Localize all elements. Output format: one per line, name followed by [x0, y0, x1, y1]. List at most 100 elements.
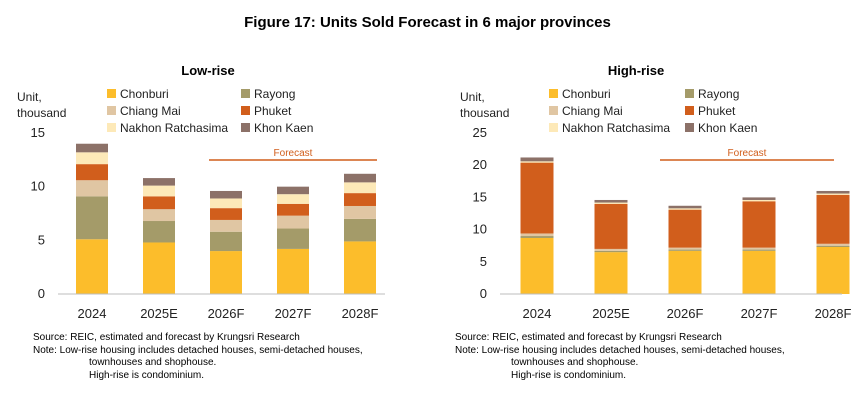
highrise-ytick-15: 15: [473, 189, 487, 204]
left-source: Source: REIC, estimated and forecast by …: [33, 332, 300, 343]
lowrise-legend-swatch-0: [107, 89, 116, 98]
lowrise-legend-swatch-1: [241, 89, 250, 98]
lowrise-bar-2024-khon-kaen: [76, 143, 108, 153]
highrise-ytick-10: 10: [473, 222, 487, 237]
highrise-bar-2027F-chiang-mai: [742, 247, 776, 250]
highrise-bar-2024-nakhon-ratchasima: [520, 161, 554, 163]
lowrise-bar-2024-chonburi: [76, 239, 108, 294]
lowrise-bar-2027F-chonburi: [277, 248, 309, 294]
highrise-xtick-2026F: 2026F: [667, 306, 704, 321]
lowrise-bar-2028F-phuket: [344, 193, 376, 206]
highrise-bar-2025E-chiang-mai: [594, 248, 628, 251]
lowrise-bar-2025E-nakhon-ratchasima: [143, 185, 175, 197]
highrise-legend-label-2: Chiang Mai: [562, 104, 623, 118]
highrise-ytick-20: 20: [473, 157, 487, 172]
lowrise-bar-2027F-rayong: [277, 228, 309, 249]
highrise-xtick-2027F: 2027F: [741, 306, 778, 321]
right-note-line1: Note: Low-rise housing includes detached…: [455, 344, 785, 356]
highrise-bar-2028F-nakhon-ratchasima: [816, 193, 850, 195]
highrise-legend-label-5: Khon Kaen: [698, 121, 757, 135]
lowrise-bar-2025E-phuket: [143, 196, 175, 210]
highrise-bar-2024-phuket: [520, 162, 554, 234]
lowrise-xtick-2025E: 2025E: [140, 306, 178, 321]
highrise-bar-2028F-chiang-mai: [816, 243, 850, 246]
lowrise-legend-swatch-2: [107, 106, 116, 115]
highrise-bar-2025E-phuket: [594, 203, 628, 249]
lowrise-bar-2026F-khon-kaen: [210, 190, 242, 199]
highrise-legend-swatch-0: [549, 89, 558, 98]
lowrise-legend-label-4: Nakhon Ratchasima: [120, 121, 228, 135]
highrise-xtick-2025E: 2025E: [592, 306, 630, 321]
highrise-legend-swatch-1: [685, 89, 694, 98]
lowrise-bar-2026F-chonburi: [210, 251, 242, 294]
lowrise-xtick-2028F: 2028F: [342, 306, 379, 321]
lowrise-bar-2024-rayong: [76, 196, 108, 240]
lowrise-legend-swatch-5: [241, 123, 250, 132]
lowrise-ytick-10: 10: [31, 179, 45, 194]
highrise-legend-swatch-3: [685, 106, 694, 115]
lowrise-bar-2028F-rayong: [344, 218, 376, 242]
highrise-ytick-25: 25: [473, 125, 487, 140]
lowrise-xtick-2024: 2024: [78, 306, 107, 321]
right-source: Source: REIC, estimated and forecast by …: [455, 332, 722, 343]
lowrise-bar-2024-chiang-mai: [76, 180, 108, 197]
highrise-bar-2028F-rayong: [816, 245, 850, 247]
highrise-bar-2024-chiang-mai: [520, 233, 554, 237]
lowrise-bar-2027F-nakhon-ratchasima: [277, 194, 309, 204]
lowrise-bar-2028F-nakhon-ratchasima: [344, 182, 376, 194]
lowrise-ytick-0: 0: [38, 286, 45, 301]
lowrise-legend-label-3: Phuket: [254, 104, 292, 118]
highrise-legend-label-3: Phuket: [698, 104, 736, 118]
lowrise-bar-2025E-chiang-mai: [143, 209, 175, 222]
highrise-bar-2028F-chonburi: [816, 246, 850, 294]
highrise-bar-2026F-phuket: [668, 209, 702, 248]
highrise-bar-2026F-chonburi: [668, 250, 702, 294]
left-note-line2: townhouses and shophouse.: [89, 357, 217, 368]
lowrise-bar-2028F-khon-kaen: [344, 173, 376, 183]
right-note-line3: High-rise is condominium.: [511, 369, 627, 381]
lowrise-bar-2026F-phuket: [210, 208, 242, 220]
lowrise-bar-2024-nakhon-ratchasima: [76, 152, 108, 165]
highrise-ytick-5: 5: [480, 254, 487, 269]
lowrise-bar-2025E-chonburi: [143, 242, 175, 294]
lowrise-ytick-5: 5: [38, 232, 45, 247]
lowrise-legend-swatch-3: [241, 106, 250, 115]
lowrise-xtick-2027F: 2027F: [275, 306, 312, 321]
lowrise-bar-2027F-phuket: [277, 203, 309, 216]
highrise-bar-2027F-rayong: [742, 249, 776, 251]
left-note-line1: Note: Low-rise housing includes detached…: [33, 344, 363, 356]
lowrise-bar-2027F-khon-kaen: [277, 186, 309, 195]
highrise-xtick-2028F: 2028F: [815, 306, 852, 321]
lowrise-bar-2028F-chiang-mai: [344, 205, 376, 219]
lowrise-xtick-2026F: 2026F: [208, 306, 245, 321]
highrise-forecast-label: Forecast: [728, 148, 767, 159]
lowrise-bar-2026F-rayong: [210, 231, 242, 252]
highrise-bar-2028F-khon-kaen: [816, 190, 850, 194]
lowrise-legend-label-2: Chiang Mai: [120, 104, 181, 118]
highrise-bar-2027F-nakhon-ratchasima: [742, 199, 776, 202]
lowrise-bar-2028F-chonburi: [344, 241, 376, 294]
left-note-line3: High-rise is condominium.: [89, 369, 205, 381]
highrise-bar-2024-rayong: [520, 236, 554, 238]
lowrise-ylabel-line-2: thousand: [17, 106, 66, 120]
highrise-bar-2027F-khon-kaen: [742, 197, 776, 200]
highrise-bar-2025E-chonburi: [594, 252, 628, 294]
highrise-bar-2025E-nakhon-ratchasima: [594, 202, 628, 204]
lowrise-forecast-label: Forecast: [274, 148, 313, 159]
lowrise-bar-2025E-khon-kaen: [143, 178, 175, 186]
figure-title: Figure 17: Units Sold Forecast in 6 majo…: [244, 14, 611, 31]
lowrise-legend-label-5: Khon Kaen: [254, 121, 313, 135]
left-notes: Source: REIC, estimated and forecast by …: [33, 332, 363, 382]
highrise-bar-2025E-rayong: [594, 250, 628, 253]
highrise-bar-2025E-khon-kaen: [594, 199, 628, 203]
highrise-bar-2026F-nakhon-ratchasima: [668, 208, 702, 210]
highrise-ylabel-line-2: thousand: [460, 106, 509, 120]
lowrise-legend-swatch-4: [107, 123, 116, 132]
highrise-bar-2026F-khon-kaen: [668, 205, 702, 209]
highrise-legend-swatch-4: [549, 123, 558, 132]
highrise-xtick-2024: 2024: [523, 306, 552, 321]
highrise-legend-swatch-2: [549, 106, 558, 115]
lowrise-legend-label-0: Chonburi: [120, 87, 169, 101]
highrise-legend-label-4: Nakhon Ratchasima: [562, 121, 670, 135]
lowrise-ytick-15: 15: [31, 125, 45, 140]
